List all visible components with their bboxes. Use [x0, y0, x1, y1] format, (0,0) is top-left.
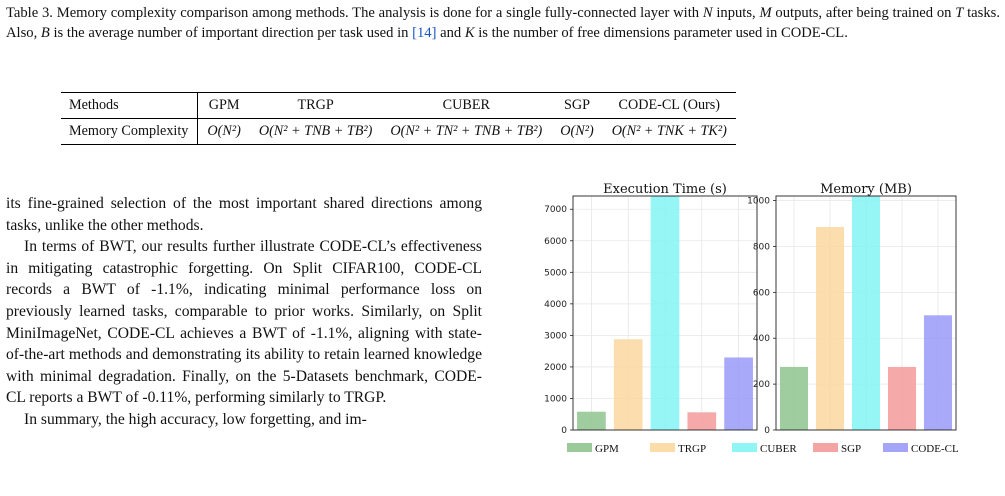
- plot-frame: [775, 195, 957, 431]
- table-header-cell: CODE-CL (Ours): [602, 92, 736, 119]
- table-header-cell: GPM: [197, 92, 250, 119]
- table-cell: O(N² + TN² + TNB + TB²): [381, 118, 552, 145]
- table-header-cell: CUBER: [381, 92, 552, 119]
- legend-label: GPM: [595, 443, 619, 455]
- bar-sgp: [687, 412, 717, 430]
- y-tick-label: 4000: [544, 300, 567, 310]
- y-tick-label: 3000: [544, 331, 567, 341]
- table-cell: O(N² + TNK + TK²): [602, 118, 736, 145]
- y-tick-label: 0: [561, 426, 567, 436]
- legend-swatch: [567, 443, 592, 452]
- bar-cuber: [650, 196, 680, 430]
- plot-frame: [572, 195, 758, 431]
- table-row: Memory Complexity O(N²) O(N² + TNB + TB²…: [61, 118, 736, 145]
- legend-label: SGP: [841, 443, 861, 455]
- legend-label: CUBER: [760, 443, 797, 455]
- bar-gpm: [577, 411, 606, 430]
- y-tick-label: 2000: [544, 363, 567, 373]
- body-text-column: its fine-grained selection of the most i…: [6, 193, 482, 431]
- y-tick-label: 1000: [544, 394, 567, 404]
- legend-swatch: [650, 443, 675, 452]
- paragraph: In summary, the high accuracy, low forge…: [24, 410, 367, 428]
- table-cell: O(N²): [197, 118, 250, 145]
- y-tick-label: 6000: [544, 237, 567, 247]
- bar-sgp: [887, 366, 917, 430]
- y-tick-label: 800: [753, 242, 770, 252]
- bar-code-cl: [923, 315, 953, 430]
- legend-swatch: [732, 443, 757, 452]
- bar-trgp: [815, 226, 845, 430]
- table-cell: O(N²): [551, 118, 603, 145]
- y-tick-label: 1000: [747, 197, 770, 207]
- paragraph: In terms of BWT, our results further ill…: [6, 238, 482, 407]
- y-tick-label: 5000: [544, 268, 567, 278]
- table-row-label: Memory Complexity: [61, 118, 199, 145]
- y-tick-label: 600: [753, 288, 770, 298]
- table-header-cell: SGP: [551, 92, 603, 119]
- table-header-cell: Methods: [61, 92, 199, 119]
- table-header-row: Methods GPM TRGP CUBER SGP CODE-CL (Ours…: [61, 92, 736, 119]
- table-caption: Table 3. Memory complexity comparison am…: [6, 5, 1000, 41]
- bar-trgp: [613, 339, 643, 430]
- y-tick-label: 200: [753, 380, 770, 390]
- legend-swatch: [883, 443, 908, 452]
- chart-title: Execution Time (s): [603, 182, 727, 197]
- legend-label: TRGP: [678, 443, 706, 455]
- caption-label: Table 3.: [6, 5, 53, 21]
- table-header-cell: TRGP: [249, 92, 382, 119]
- paragraph: its fine-grained selection of the most i…: [6, 195, 482, 234]
- y-tick-label: 7000: [544, 205, 567, 215]
- y-tick-label: 0: [764, 426, 770, 436]
- bar-gpm: [779, 366, 809, 430]
- bar-code-cl: [724, 357, 753, 430]
- table-cell: O(N² + TNB + TB²): [249, 118, 382, 145]
- bar-cuber: [851, 196, 881, 430]
- complexity-table: Methods GPM TRGP CUBER SGP CODE-CL (Ours…: [61, 92, 736, 145]
- citation-link[interactable]: [14]: [412, 24, 437, 41]
- legend-label: CODE-CL: [911, 443, 959, 455]
- y-tick-label: 400: [753, 334, 770, 344]
- legend-swatch: [813, 443, 838, 452]
- chart-title: Memory (MB): [820, 182, 912, 197]
